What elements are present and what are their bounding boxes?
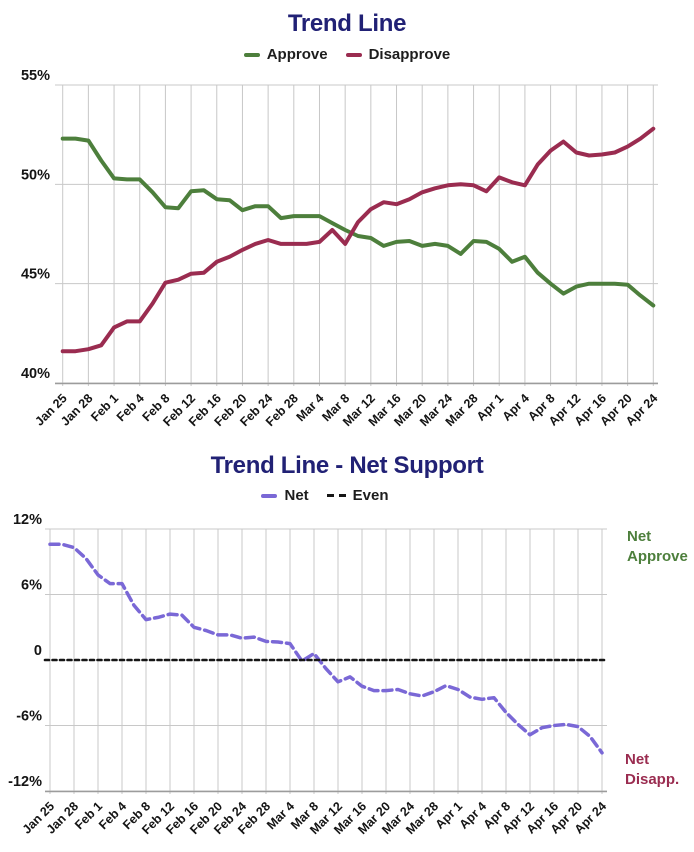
disapprove-line (60, 126, 656, 354)
x-tick-label: Mar 4 (294, 391, 327, 424)
net-approve-line2: Approve (627, 548, 688, 565)
y-tick-label: 40% (21, 366, 50, 382)
net-approve-annotation: Net Approve (627, 527, 688, 567)
x-tick-label: Apr 1 (474, 391, 507, 424)
y-tick-label: 12% (13, 512, 42, 528)
legend-label: Net (284, 487, 309, 504)
approve-swatch-icon (243, 52, 260, 57)
chart1-title: Trend Line (287, 10, 407, 37)
legend-item-even[interactable]: Even (326, 487, 389, 504)
chart1-legend: Approve Disapprove (0, 46, 694, 63)
net-disapprove-line2: Disapp. (625, 771, 680, 788)
disapprove-swatch-icon (345, 52, 362, 57)
y-tick-label: 6% (21, 578, 42, 594)
legend-item-net[interactable]: Net (261, 487, 309, 504)
x-tick-label: Feb 1 (88, 391, 121, 424)
net-swatch-icon (261, 493, 278, 498)
even-swatch-icon (326, 494, 346, 497)
chart2-legend: Net Even (0, 487, 650, 504)
net-disapprove-annotation: Net Disapp. (625, 750, 679, 790)
net-disapprove-line1: Net (625, 751, 650, 768)
legend-label: Approve (266, 46, 328, 63)
x-tick-label: Apr 4 (500, 391, 533, 424)
legend-item-disapprove[interactable]: Disapprove (345, 46, 451, 63)
net-line (48, 542, 604, 755)
y-tick-label: -6% (16, 709, 42, 725)
y-tick-label: 0 (34, 643, 42, 659)
legend-label: Disapprove (368, 46, 451, 63)
legend-item-approve[interactable]: Approve (243, 46, 328, 63)
legend-label: Even (352, 487, 389, 504)
x-tick-label: Feb 4 (114, 391, 147, 424)
y-tick-label: 55% (21, 68, 50, 84)
net-approve-line1: Net (627, 528, 652, 545)
approve-line (60, 136, 656, 308)
y-tick-label: -12% (8, 774, 42, 790)
chart2-title: Trend Line - Net Support (210, 452, 484, 479)
y-tick-label: 45% (21, 267, 50, 283)
y-tick-label: 50% (21, 167, 50, 183)
